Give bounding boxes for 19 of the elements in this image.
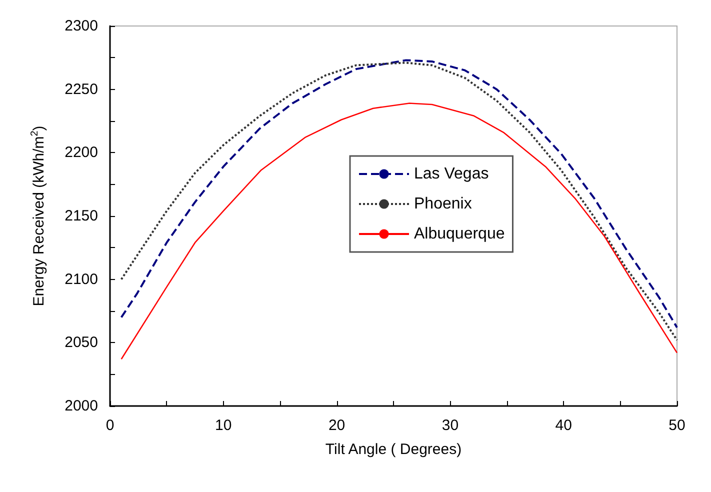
x-tick-label: 10 [215, 417, 232, 434]
line-series [120, 102, 678, 360]
legend-label: Phoenix [414, 196, 472, 212]
x-tick-label: 50 [668, 417, 686, 434]
y-tick-label: 2000 [64, 398, 98, 414]
x-axis-title: Tilt Angle ( Degrees) [325, 441, 462, 458]
legend-label: Las Vegas [414, 166, 489, 182]
x-tick-label: 20 [328, 417, 346, 434]
y-tick-label: 2100 [64, 270, 98, 288]
legend-label: Albuquerque [414, 226, 505, 242]
y-tick-label: 2300 [64, 18, 98, 34]
y-axis-title: Energy Received (kWh/m2) [30, 126, 48, 306]
y-tick-label: 2050 [64, 334, 98, 352]
x-tick-label: 0 [106, 417, 114, 434]
y-tick-label: 2250 [64, 80, 98, 98]
x-tick-label: 40 [555, 417, 572, 434]
x-tick-label: 30 [442, 417, 459, 434]
y-tick-label: 2150 [64, 208, 98, 224]
y-tick-label: 2200 [64, 144, 98, 162]
